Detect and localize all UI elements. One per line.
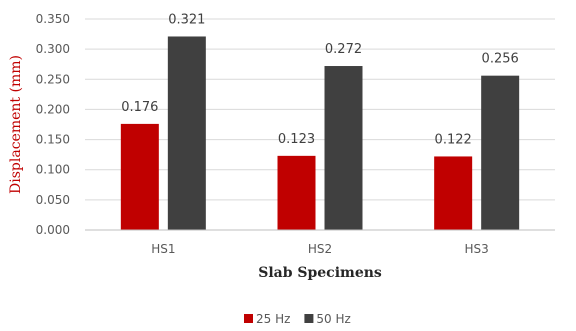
x-category-label: HS2 bbox=[308, 242, 332, 256]
bars bbox=[120, 36, 520, 231]
data-label: 0.176 bbox=[121, 100, 158, 115]
x-category-label: HS1 bbox=[151, 242, 175, 256]
data-labels: 0.176 0.321 0.123 0.272 0.122 0.256 bbox=[121, 12, 519, 147]
bar-50hz-hs3 bbox=[481, 75, 520, 230]
x-category-label: HS3 bbox=[465, 242, 489, 256]
y-tick-label: 0.350 bbox=[36, 12, 70, 26]
legend-swatch bbox=[304, 314, 314, 323]
bar-50hz-hs2 bbox=[324, 66, 363, 230]
legend: 25 Hz 50 Hz bbox=[244, 312, 351, 326]
bar-25hz-hs3 bbox=[434, 156, 473, 230]
bar-50hz-hs1 bbox=[167, 36, 206, 231]
y-tick-label: 0.300 bbox=[36, 42, 70, 56]
y-tick-label: 0.050 bbox=[36, 193, 70, 207]
y-tick-label: 0.000 bbox=[36, 223, 70, 237]
y-axis-tick-labels: 0.000 0.050 0.100 0.150 0.200 0.250 0.300 0.350 bbox=[36, 12, 70, 237]
data-label: 0.122 bbox=[435, 132, 472, 147]
y-tick-label: 0.150 bbox=[36, 133, 70, 147]
bar-25hz-hs1 bbox=[120, 123, 159, 230]
x-axis-title: Slab Specimens bbox=[258, 265, 382, 281]
bar-25hz-hs2 bbox=[277, 155, 316, 230]
y-tick-label: 0.200 bbox=[36, 102, 70, 116]
y-tick-label: 0.250 bbox=[36, 72, 70, 86]
data-label: 0.321 bbox=[168, 12, 205, 27]
data-label: 0.256 bbox=[482, 52, 519, 67]
y-axis-title: Displacement (mm) bbox=[8, 55, 24, 194]
legend-swatch bbox=[244, 314, 253, 323]
gridlines bbox=[85, 18, 555, 201]
data-label: 0.272 bbox=[325, 42, 362, 57]
data-label: 0.123 bbox=[278, 132, 315, 147]
legend-label: 50 Hz bbox=[316, 312, 350, 326]
y-tick-label: 0.100 bbox=[36, 163, 70, 177]
legend-label: 25 Hz bbox=[256, 312, 290, 326]
x-axis-category-labels: HS1 HS2 HS3 bbox=[151, 242, 489, 256]
